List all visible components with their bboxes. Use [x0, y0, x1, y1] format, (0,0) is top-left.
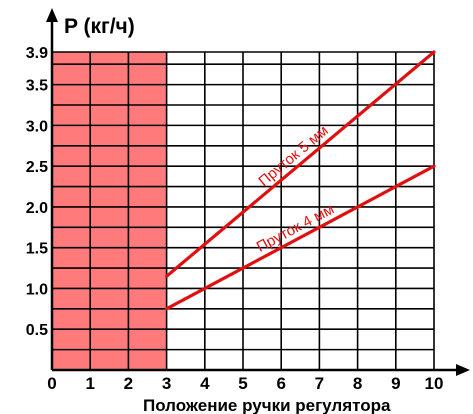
x-axis-arrow — [456, 364, 470, 376]
highlight-region-layer — [52, 52, 167, 370]
series-layer — [165, 50, 436, 311]
x-tick-label: 10 — [425, 374, 444, 393]
x-tick-label: 5 — [238, 374, 247, 393]
x-tick-label: 3 — [162, 374, 171, 393]
y-tick-label: 0.5 — [26, 322, 48, 339]
grid-layer — [51, 51, 435, 370]
highlight-region — [52, 52, 167, 370]
tick-labels-layer: 0.5 1.0 1.5 2.0 2.5 3.0 3.5 3.9 0 1 2 3 4 5 6 7 8 9 10 — [26, 45, 444, 393]
x-axis-title: Положение ручки регулятора — [143, 396, 391, 414]
y-axis-title: P (кг/ч) — [64, 15, 135, 38]
x-tick-label: 6 — [276, 374, 285, 393]
x-tick-label: 0 — [47, 374, 56, 393]
x-tick-label: 8 — [353, 374, 362, 393]
x-tick-label: 2 — [124, 374, 133, 393]
y-axis-arrow — [46, 8, 58, 22]
series-label: Пруток 5 мм — [255, 122, 331, 190]
series-line — [165, 50, 436, 278]
y-tick-label: 2.0 — [26, 200, 48, 217]
x-tick-label: 7 — [315, 374, 324, 393]
series-line — [165, 164, 436, 311]
y-tick-label: 1.0 — [26, 281, 48, 298]
y-tick-label: 3.0 — [26, 118, 48, 135]
x-tick-label: 4 — [200, 374, 210, 393]
x-tick-label: 9 — [391, 374, 400, 393]
y-tick-label: 1.5 — [26, 241, 48, 258]
x-tick-label: 1 — [85, 374, 94, 393]
y-tick-label: 3.9 — [26, 45, 48, 62]
y-tick-label: 3.5 — [26, 78, 48, 95]
axes-layer — [46, 8, 470, 376]
y-tick-label: 2.5 — [26, 159, 48, 176]
